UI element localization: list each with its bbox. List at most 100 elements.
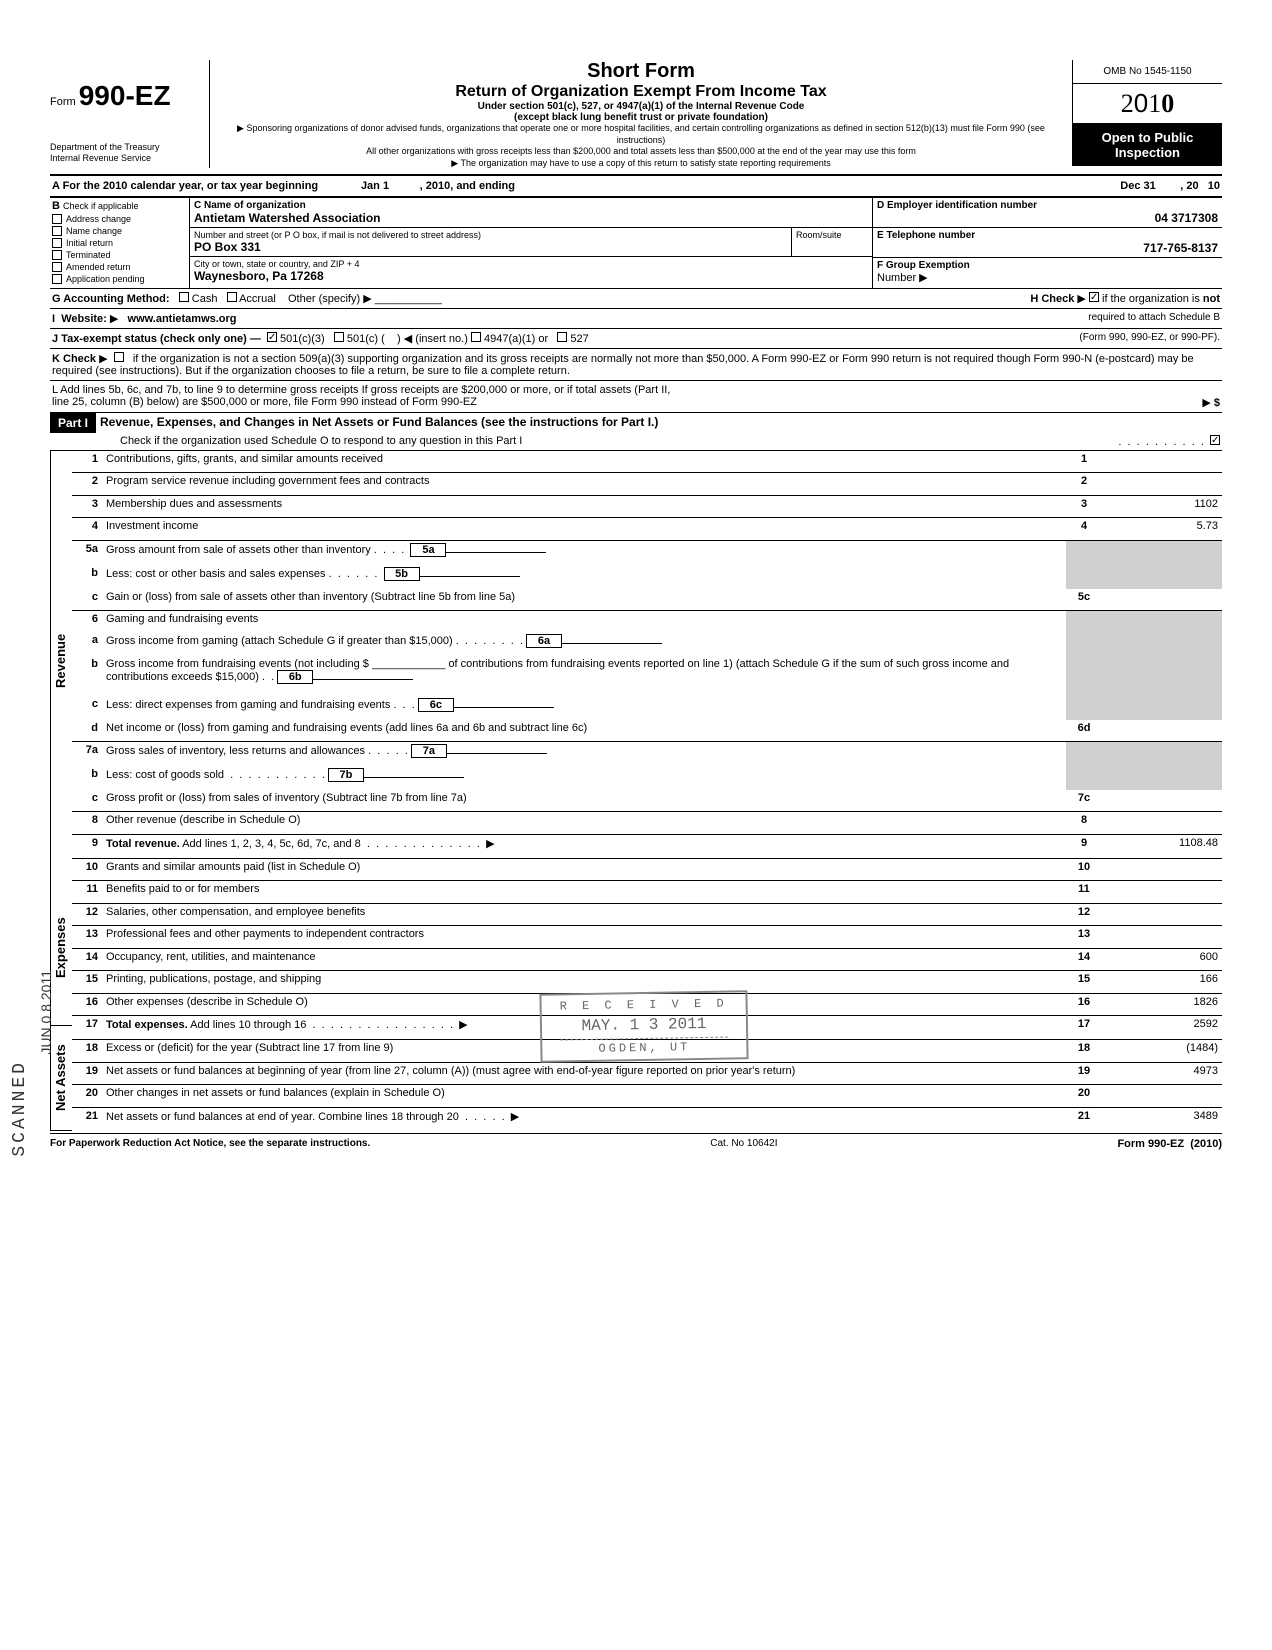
ln6-num: 6 (72, 610, 102, 632)
lbl-amended-return: Amended return (66, 262, 131, 272)
label-website: Website: (61, 313, 107, 325)
ln7a-amt (1102, 742, 1222, 767)
ln7c-num: c (72, 790, 102, 812)
ln15-box: 15 (1066, 971, 1102, 994)
ln6a-desc: Gross income from gaming (attach Schedul… (102, 632, 1066, 656)
open-public-1: Open to Public (1075, 130, 1220, 145)
phone: 717-765-8137 (877, 241, 1218, 255)
ln5b-amt (1102, 565, 1222, 589)
ln3-desc: Membership dues and assessments (102, 495, 1066, 518)
open-public-2: Inspection (1075, 145, 1220, 160)
ln16-box: 16 (1066, 993, 1102, 1016)
row-j-exempt: J Tax-exempt status (check only one) — 5… (50, 329, 1222, 349)
label-c-name: C Name of organization (194, 200, 868, 211)
ln20-desc: Other changes in net assets or fund bala… (102, 1085, 1066, 1108)
chk-address-change[interactable] (52, 214, 62, 224)
ln6-box (1066, 610, 1102, 632)
row-k: K Check ▶ if the organization is not a s… (50, 349, 1222, 380)
title-return: Return of Organization Exempt From Incom… (218, 83, 1064, 101)
ln5c-desc: Gain or (loss) from sale of assets other… (102, 589, 1066, 611)
year-end: Dec 31 (1120, 180, 1155, 192)
chk-cash[interactable] (179, 292, 189, 302)
chk-501c3[interactable] (267, 332, 277, 342)
ln7b-num: b (72, 766, 102, 790)
chk-527[interactable] (557, 332, 567, 342)
l-dollar: $ (1214, 397, 1220, 409)
ln8-desc: Other revenue (describe in Schedule O) (102, 812, 1066, 835)
ln6b-desc: Gross income from fundraising events (no… (102, 656, 1066, 696)
chk-schedule-b[interactable] (1089, 292, 1099, 302)
ln13-num: 13 (72, 926, 102, 949)
ln10-box: 10 (1066, 858, 1102, 881)
ln3-box: 3 (1066, 495, 1102, 518)
ln18-amt: (1484) (1102, 1040, 1222, 1063)
lbl-other-method: Other (specify) (288, 293, 360, 305)
ln6c-amt (1102, 696, 1222, 720)
ln5a-num: 5a (72, 540, 102, 565)
org-name: Antietam Watershed Association (194, 211, 868, 225)
ln13-desc: Professional fees and other payments to … (102, 926, 1066, 949)
ln6c-box (1066, 696, 1102, 720)
ln1-amt (1102, 451, 1222, 473)
dept-treasury: Department of the Treasury (50, 142, 209, 153)
ln21-amt: 3489 (1102, 1107, 1222, 1130)
label-i: I (52, 313, 55, 325)
chk-schedule-o[interactable] (1210, 435, 1220, 445)
ln21-num: 21 (72, 1107, 102, 1130)
ln6b-box (1066, 656, 1102, 696)
ln7c-box: 7c (1066, 790, 1102, 812)
ln5b-desc: Less: cost or other basis and sales expe… (102, 565, 1066, 589)
part1-header-row: Part I Revenue, Expenses, and Changes in… (50, 412, 1222, 433)
received-stamp: R E C E I V E D MAY. 1 3 2011 OGDEN, UT (539, 990, 748, 1063)
part1-label: Part I (50, 413, 96, 433)
ln20-box: 20 (1066, 1085, 1102, 1108)
label-g: G Accounting Method: (52, 293, 170, 305)
label-room: Room/suite (796, 230, 868, 240)
l-text2: line 25, column (B) below) are $500,000 … (52, 396, 477, 409)
footer-right: Form 990-EZ (2010) (1117, 1138, 1222, 1150)
ln6d-amt (1102, 720, 1222, 742)
org-addr: PO Box 331 (194, 240, 787, 254)
ln6a-num: a (72, 632, 102, 656)
desc-other-orgs: All other organizations with gross recei… (218, 146, 1064, 158)
ln10-amt (1102, 858, 1222, 881)
chk-terminated[interactable] (52, 250, 62, 260)
scanned-stamp: SCANNED (10, 1060, 30, 1157)
ln6a-box (1066, 632, 1102, 656)
ln10-desc: Grants and similar amounts paid (list in… (102, 858, 1066, 881)
chk-amended-return[interactable] (52, 262, 62, 272)
k-text: if the organization is not a section 509… (52, 353, 1194, 377)
ln2-num: 2 (72, 473, 102, 496)
ln14-desc: Occupancy, rent, utilities, and maintena… (102, 948, 1066, 971)
ln18-num: 18 (72, 1040, 102, 1063)
form-number: 990-EZ (79, 80, 171, 111)
label-a: A For the 2010 calendar year, or tax yea… (52, 180, 318, 192)
ln5c-num: c (72, 589, 102, 611)
tax-year: 2010 (1073, 84, 1222, 124)
lbl-name-change: Name change (66, 226, 122, 236)
ln1-desc: Contributions, gifts, grants, and simila… (102, 451, 1066, 473)
form-right-block: OMB No 1545-1150 2010 Open to Public Ins… (1072, 60, 1222, 166)
chk-name-change[interactable] (52, 226, 62, 236)
chk-k[interactable] (114, 352, 124, 362)
chk-application-pending[interactable] (52, 274, 62, 284)
chk-initial-return[interactable] (52, 238, 62, 248)
ln11-desc: Benefits paid to or for members (102, 881, 1066, 904)
ln7a-num: 7a (72, 742, 102, 767)
form-prefix: Form (50, 96, 76, 108)
chk-accrual[interactable] (227, 292, 237, 302)
ln21-desc: Net assets or fund balances at end of ye… (102, 1107, 1066, 1130)
year-end2: , 20 (1180, 180, 1198, 192)
label-j: J Tax-exempt status (check only one) — (52, 333, 261, 345)
ln4-desc: Investment income (102, 518, 1066, 541)
ln8-amt (1102, 812, 1222, 835)
ln5a-amt (1102, 540, 1222, 565)
chk-501c[interactable] (334, 332, 344, 342)
ln20-amt (1102, 1085, 1222, 1108)
lbl-501c3: 501(c)(3) (280, 333, 325, 345)
ln12-box: 12 (1066, 903, 1102, 926)
b-check-text: Check if applicable (63, 201, 139, 211)
chk-4947[interactable] (471, 332, 481, 342)
ln19-box: 19 (1066, 1062, 1102, 1085)
dept-irs: Internal Revenue Service (50, 153, 209, 164)
